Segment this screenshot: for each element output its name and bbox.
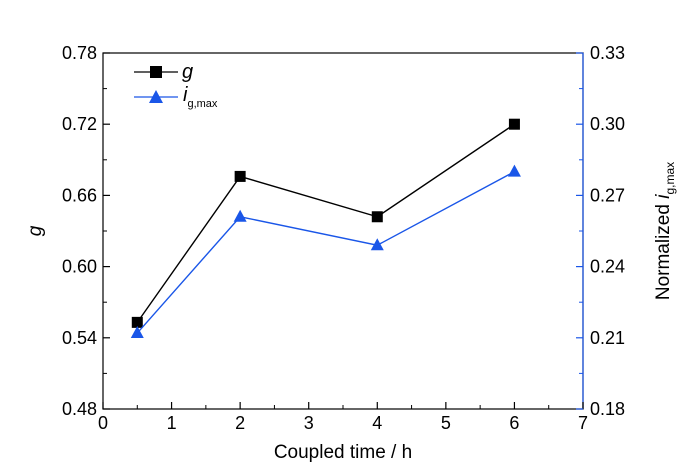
data-point-square <box>234 170 246 182</box>
x-tick-label: 6 <box>509 413 519 433</box>
legend-marker-square <box>150 66 162 78</box>
legend-label-g: g <box>182 61 193 83</box>
series-layer <box>130 118 521 339</box>
right-y-tick-label: 0.21 <box>590 328 625 348</box>
right-y-tick-label: 0.27 <box>590 185 625 205</box>
legend-label-igmax: ig,max <box>183 84 218 110</box>
left-y-tick-label: 0.60 <box>62 257 97 277</box>
left-y-axis-ticks: 0.48 0.54 0.60 0.66 0.72 0.78 <box>62 43 110 419</box>
right-y-tick-label: 0.30 <box>590 114 625 134</box>
right-y-axis-title-main: i <box>653 194 674 199</box>
left-y-tick-label: 0.48 <box>62 399 97 419</box>
data-point-square <box>508 118 520 130</box>
right-y-axis-ticks: 0.18 0.21 0.24 0.27 0.30 0.33 <box>576 43 625 419</box>
data-point-triangle <box>233 209 247 222</box>
data-point-triangle <box>370 238 384 251</box>
series-line-0 <box>136 123 515 323</box>
left-y-axis-title: g <box>25 225 46 236</box>
x-tick-label: 1 <box>167 413 177 433</box>
left-y-tick-label: 0.66 <box>62 185 97 205</box>
legend-label-igmax-subscript: g,max <box>187 98 217 110</box>
right-y-axis-title: Normalized ig,max <box>653 162 677 300</box>
x-tick-label: 5 <box>441 413 451 433</box>
series-line-1 <box>136 171 515 334</box>
right-y-axis-title-prefix: Normalized <box>653 199 674 300</box>
data-point-square <box>131 316 143 328</box>
right-y-tick-label: 0.18 <box>590 399 625 419</box>
right-y-tick-label: 0.24 <box>590 257 625 277</box>
legend: g ig,max <box>134 61 218 110</box>
right-y-axis-title-subscript: g,max <box>663 162 677 195</box>
left-y-tick-label: 0.54 <box>62 328 97 348</box>
data-point-square <box>371 211 383 223</box>
data-point-triangle <box>130 326 144 339</box>
x-axis-title: Coupled time / h <box>274 442 412 463</box>
x-axis-ticks: 0 1 2 3 4 5 6 7 <box>98 402 588 433</box>
data-point-triangle <box>507 164 521 177</box>
x-tick-label: 2 <box>235 413 245 433</box>
plot-frame <box>102 52 584 410</box>
right-y-tick-label: 0.33 <box>590 43 625 63</box>
x-tick-label: 4 <box>372 413 382 433</box>
x-tick-label: 7 <box>578 413 588 433</box>
x-tick-label: 3 <box>304 413 314 433</box>
legend-label-igmax-main: i <box>183 84 188 106</box>
left-y-tick-label: 0.72 <box>62 114 97 134</box>
legend-marker-triangle <box>149 90 163 103</box>
x-tick-label: 0 <box>98 413 108 433</box>
left-y-tick-label: 0.78 <box>62 43 97 63</box>
